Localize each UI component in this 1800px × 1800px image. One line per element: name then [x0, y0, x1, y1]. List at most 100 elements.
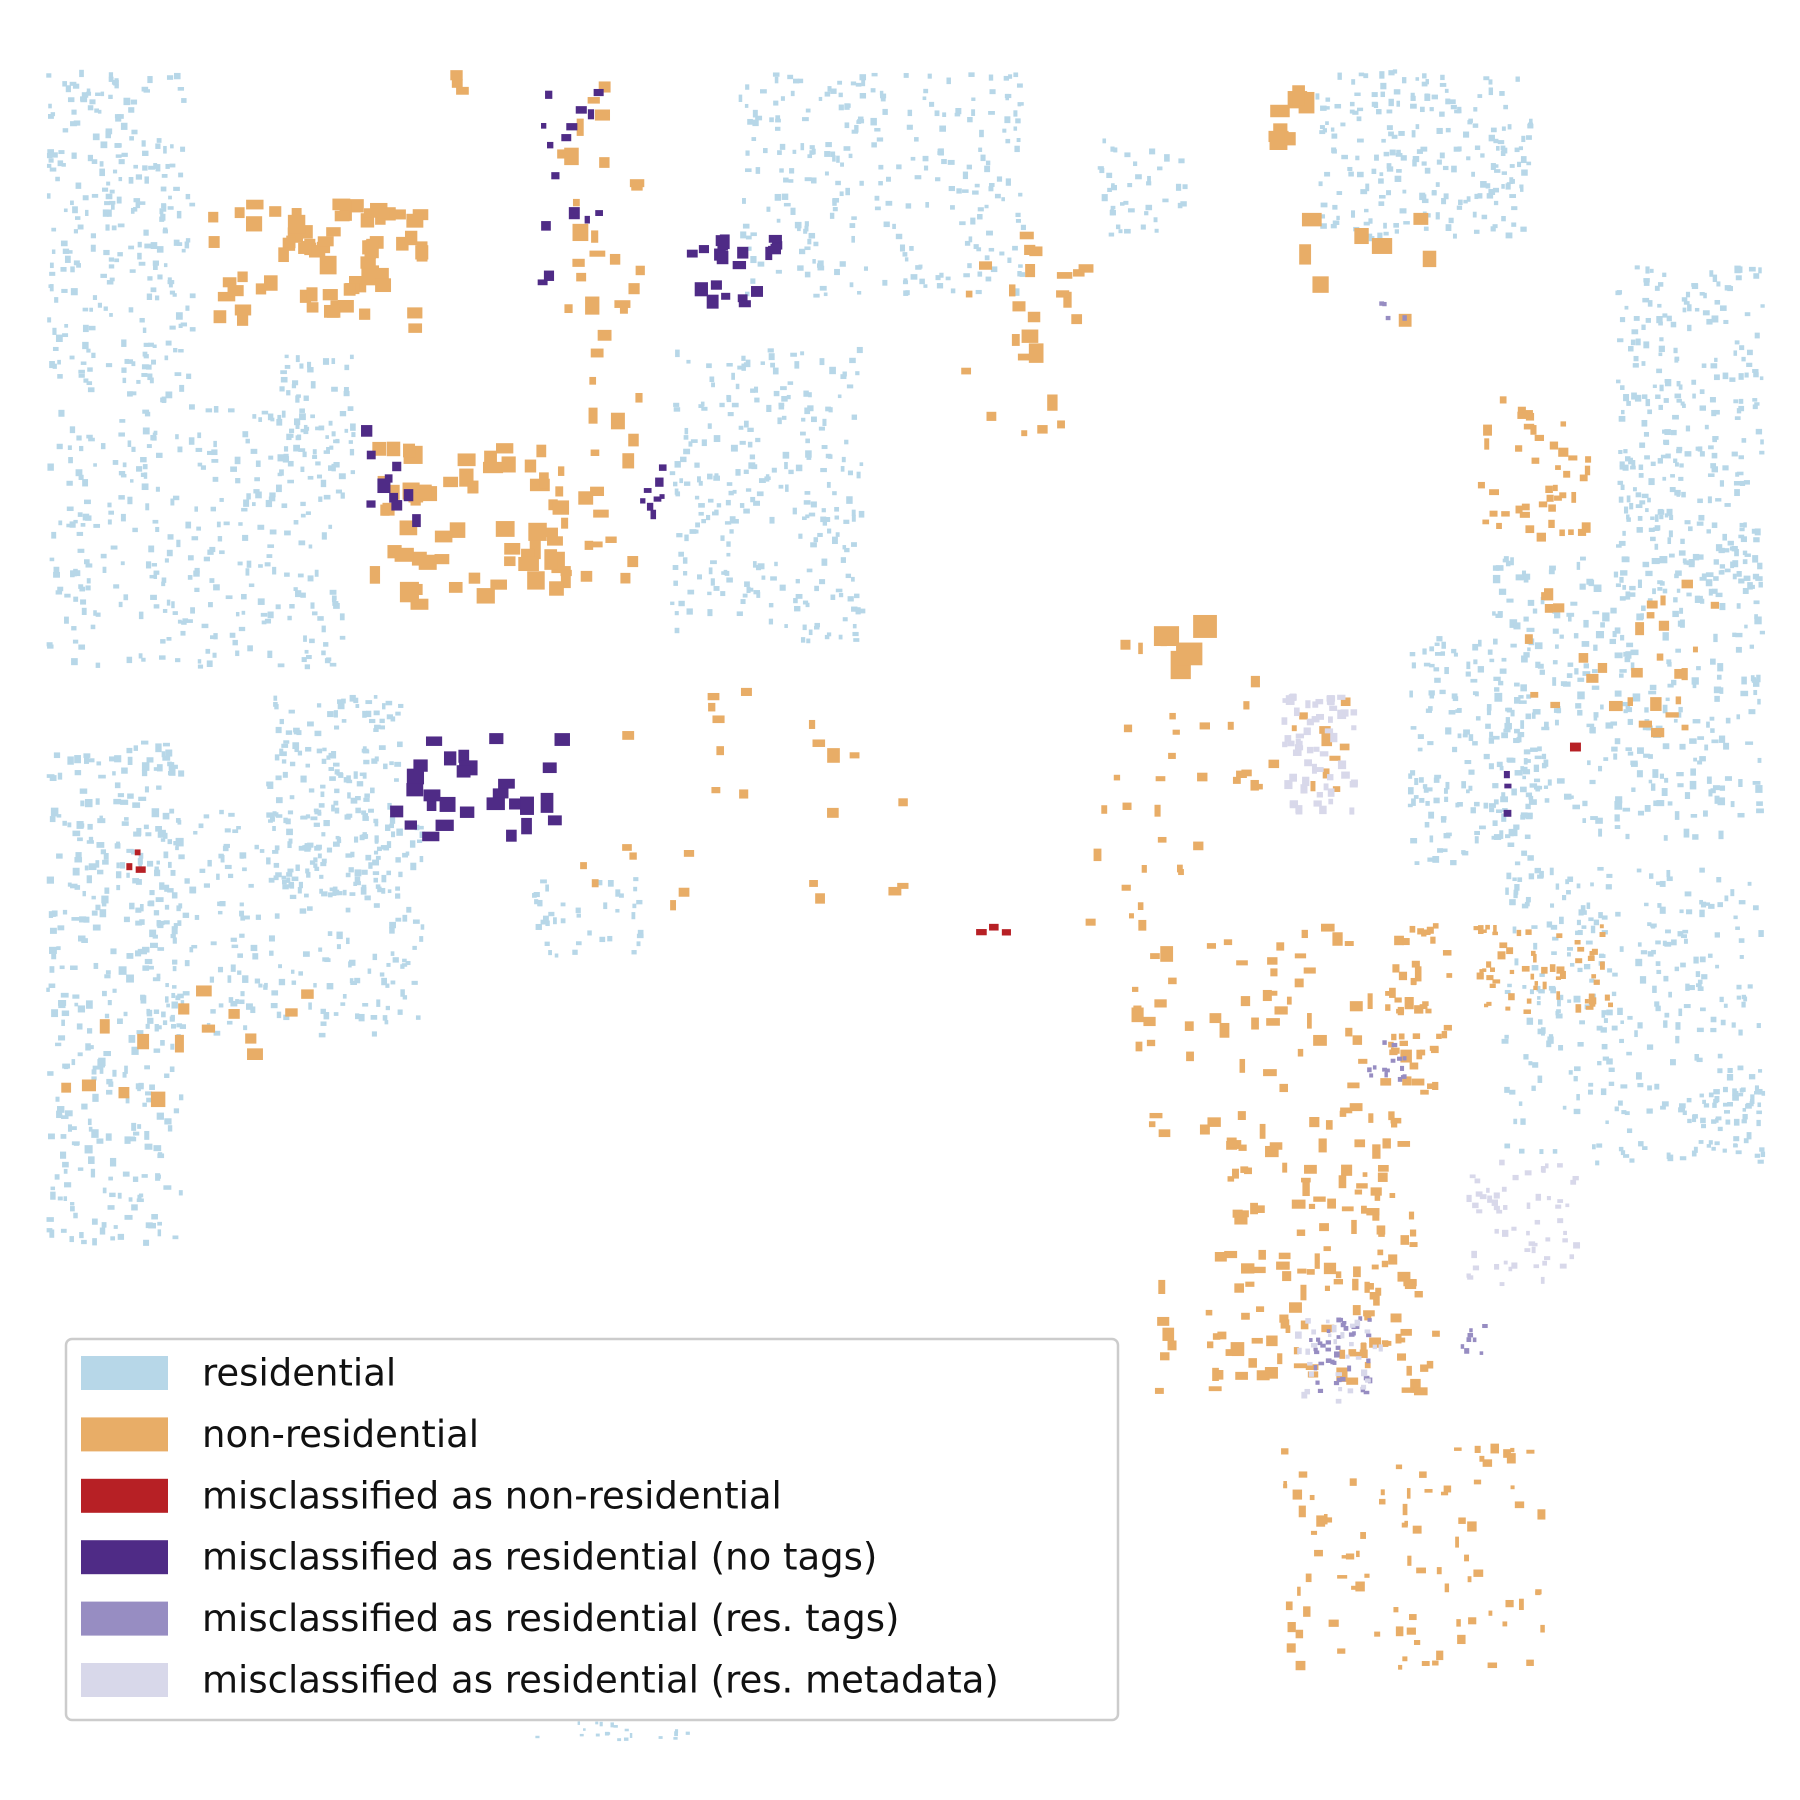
- building: [185, 193, 191, 200]
- building: [1372, 1214, 1380, 1221]
- building: [1581, 522, 1591, 533]
- building: [231, 944, 239, 949]
- building: [1398, 130, 1405, 136]
- building: [854, 593, 860, 599]
- building: [112, 771, 116, 776]
- building: [829, 212, 835, 219]
- building: [1474, 1178, 1481, 1184]
- building: [83, 916, 90, 923]
- building: [1282, 741, 1288, 748]
- building: [334, 769, 340, 775]
- building: [254, 477, 260, 482]
- building: [267, 544, 275, 548]
- building: [852, 631, 859, 637]
- building: [1706, 902, 1711, 906]
- building: [1600, 1027, 1607, 1033]
- building: [1757, 562, 1763, 570]
- building: [163, 1185, 172, 1190]
- building: [1682, 1110, 1687, 1116]
- building: [1706, 776, 1712, 784]
- building: [1722, 533, 1728, 541]
- building: [1294, 978, 1304, 988]
- building: [557, 466, 565, 476]
- building: [93, 610, 97, 616]
- building: [1541, 726, 1550, 731]
- building: [1689, 738, 1697, 744]
- building: [537, 279, 548, 286]
- building: [486, 797, 505, 811]
- building: [1486, 1187, 1490, 1193]
- building: [1501, 215, 1506, 222]
- building: [1276, 942, 1285, 951]
- building: [984, 204, 989, 209]
- building: [1486, 1001, 1492, 1006]
- building: [343, 283, 356, 296]
- building: [1692, 393, 1696, 399]
- building: [1307, 1361, 1313, 1366]
- building: [1714, 795, 1720, 804]
- building: [348, 440, 353, 444]
- building: [377, 886, 382, 893]
- building: [1735, 1150, 1742, 1155]
- building: [1497, 951, 1506, 960]
- building: [1456, 1619, 1461, 1627]
- building: [1514, 728, 1520, 734]
- building: [87, 823, 93, 830]
- building: [698, 511, 704, 516]
- building: [285, 730, 293, 735]
- building: [213, 310, 227, 324]
- building: [149, 929, 157, 938]
- building: [153, 571, 158, 579]
- building: [1012, 245, 1018, 251]
- building: [248, 583, 255, 588]
- building: [155, 526, 160, 533]
- building: [1491, 835, 1497, 840]
- building: [1635, 958, 1643, 967]
- building: [135, 907, 142, 913]
- building: [90, 624, 96, 630]
- building: [88, 1156, 95, 1164]
- building: [575, 941, 582, 946]
- building: [1593, 644, 1598, 651]
- building: [1410, 838, 1418, 844]
- building: [1620, 1084, 1628, 1089]
- building: [70, 288, 78, 296]
- building: [1490, 1443, 1500, 1454]
- building: [1475, 1191, 1483, 1197]
- building: [69, 1236, 74, 1243]
- building: [1492, 565, 1500, 571]
- building: [110, 545, 118, 550]
- building: [1378, 201, 1385, 206]
- building: [803, 390, 809, 397]
- building: [272, 811, 277, 816]
- building: [1549, 867, 1554, 876]
- building: [173, 347, 178, 353]
- building: [633, 886, 638, 892]
- building: [1678, 384, 1683, 390]
- building: [1754, 1085, 1759, 1092]
- building: [362, 816, 369, 821]
- building: [73, 229, 78, 234]
- building: [925, 202, 930, 208]
- building: [1015, 118, 1021, 123]
- building: [166, 549, 173, 557]
- building: [1530, 950, 1536, 956]
- building: [194, 506, 198, 512]
- building: [1300, 784, 1308, 794]
- building: [1749, 1100, 1754, 1107]
- building: [373, 818, 379, 824]
- building: [1316, 713, 1324, 720]
- building: [281, 751, 287, 757]
- building: [307, 361, 312, 368]
- legend-swatch: [81, 1601, 168, 1636]
- legend-label: misclassified as residential (res. tags): [202, 1597, 899, 1640]
- building: [1335, 1345, 1341, 1350]
- building: [741, 363, 746, 371]
- building: [1305, 700, 1311, 709]
- building: [304, 664, 311, 670]
- building: [73, 570, 81, 577]
- building: [1330, 732, 1338, 743]
- building: [1724, 568, 1731, 573]
- building: [189, 202, 196, 207]
